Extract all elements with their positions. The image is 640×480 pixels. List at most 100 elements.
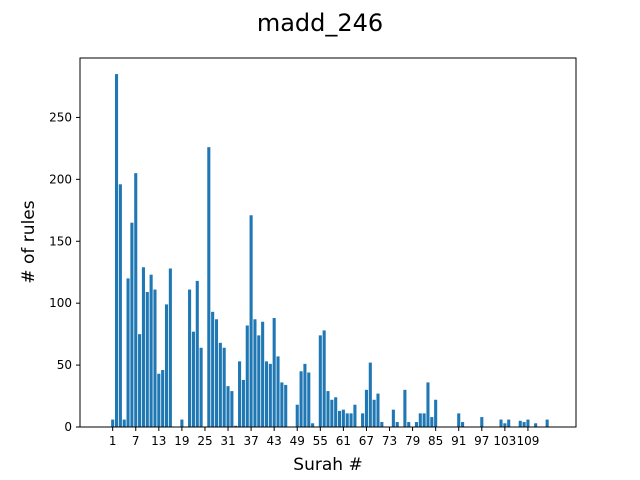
bar bbox=[430, 417, 434, 427]
bar bbox=[276, 356, 280, 427]
bar bbox=[414, 422, 418, 427]
x-tick-label: 43 bbox=[267, 434, 282, 448]
x-tick-label: 73 bbox=[382, 434, 397, 448]
x-tick-label: 13 bbox=[151, 434, 166, 448]
bar bbox=[149, 274, 153, 427]
bar bbox=[295, 404, 299, 427]
x-tick-label: 19 bbox=[174, 434, 189, 448]
x-tick-label: 37 bbox=[243, 434, 258, 448]
bar bbox=[545, 419, 549, 427]
bar bbox=[238, 361, 242, 427]
y-axis-label: # of rules bbox=[19, 200, 39, 283]
bar bbox=[330, 399, 334, 427]
x-axis-label: Surah # bbox=[293, 455, 362, 475]
bar bbox=[418, 413, 422, 427]
bar bbox=[318, 335, 322, 427]
bar bbox=[341, 409, 345, 427]
bar bbox=[245, 325, 249, 427]
bar bbox=[522, 422, 526, 427]
bar bbox=[249, 215, 253, 427]
bar bbox=[138, 334, 142, 427]
bar bbox=[364, 389, 368, 427]
bar bbox=[111, 419, 115, 427]
bar bbox=[372, 399, 376, 427]
bar bbox=[338, 410, 342, 427]
bar bbox=[195, 280, 199, 427]
bar bbox=[518, 420, 522, 427]
x-tick-label: 85 bbox=[428, 434, 443, 448]
bar bbox=[272, 318, 276, 427]
bar bbox=[311, 423, 315, 427]
chart-title: madd_246 bbox=[257, 9, 383, 37]
bar bbox=[345, 413, 349, 427]
bar bbox=[226, 386, 230, 427]
x-tick-label: 25 bbox=[197, 434, 212, 448]
x-axis-ticks: 1 7 13 19 25 31 37 43 49 55 61 67 73 79 85 91 97 103 109 bbox=[109, 427, 539, 448]
bar bbox=[353, 404, 357, 427]
bar bbox=[211, 311, 215, 427]
bar bbox=[199, 347, 203, 427]
bar bbox=[422, 413, 426, 427]
bar bbox=[534, 423, 538, 427]
bar bbox=[214, 319, 219, 427]
y-tick-label: 250 bbox=[49, 110, 72, 124]
y-tick-label: 200 bbox=[49, 172, 72, 186]
x-tick-label: 109 bbox=[516, 434, 539, 448]
bar bbox=[180, 419, 184, 427]
bar bbox=[126, 278, 130, 427]
bar bbox=[307, 372, 311, 427]
y-tick-label: 100 bbox=[49, 296, 72, 310]
bar bbox=[299, 371, 303, 427]
bar bbox=[234, 425, 238, 427]
bar bbox=[122, 419, 126, 427]
x-tick-label: 55 bbox=[313, 434, 328, 448]
bar bbox=[264, 361, 269, 427]
bar bbox=[268, 363, 272, 427]
x-tick-label: 1 bbox=[109, 434, 117, 448]
x-tick-label: 49 bbox=[290, 434, 305, 448]
bar bbox=[503, 423, 507, 427]
plot-frame bbox=[79, 57, 577, 428]
y-tick-label: 150 bbox=[49, 234, 72, 248]
bar bbox=[134, 173, 138, 427]
bar bbox=[507, 419, 511, 427]
bar bbox=[361, 413, 365, 427]
bar bbox=[157, 373, 161, 427]
bar bbox=[334, 397, 338, 427]
bar bbox=[257, 335, 261, 427]
bar bbox=[326, 391, 330, 427]
bars-group bbox=[111, 74, 549, 427]
x-tick-label: 79 bbox=[405, 434, 420, 448]
bar bbox=[114, 74, 119, 427]
bar bbox=[457, 413, 461, 427]
bar bbox=[164, 304, 169, 427]
bar bbox=[368, 362, 372, 427]
bar bbox=[280, 382, 284, 427]
bar bbox=[403, 389, 407, 427]
bar bbox=[303, 363, 307, 427]
bar bbox=[284, 384, 288, 427]
bar bbox=[191, 331, 195, 427]
bar bbox=[426, 382, 430, 427]
bar bbox=[461, 422, 465, 427]
x-tick-label: 61 bbox=[336, 434, 351, 448]
x-tick-label: 91 bbox=[451, 434, 466, 448]
x-tick-label: 97 bbox=[474, 434, 489, 448]
bar bbox=[480, 417, 484, 427]
bar bbox=[391, 409, 395, 427]
bar bbox=[141, 267, 145, 427]
bar bbox=[376, 393, 380, 427]
bar bbox=[168, 268, 172, 427]
bar bbox=[349, 413, 353, 427]
y-axis-ticks: 0 50 100 150 200 250 bbox=[49, 110, 80, 434]
bar bbox=[118, 184, 122, 427]
bar bbox=[395, 422, 399, 427]
bar bbox=[207, 147, 211, 427]
bar bbox=[230, 391, 234, 427]
bar bbox=[241, 379, 245, 427]
bar bbox=[222, 347, 226, 427]
y-tick-label: 0 bbox=[64, 420, 72, 434]
bar bbox=[434, 399, 438, 427]
y-tick-label: 50 bbox=[57, 358, 72, 372]
